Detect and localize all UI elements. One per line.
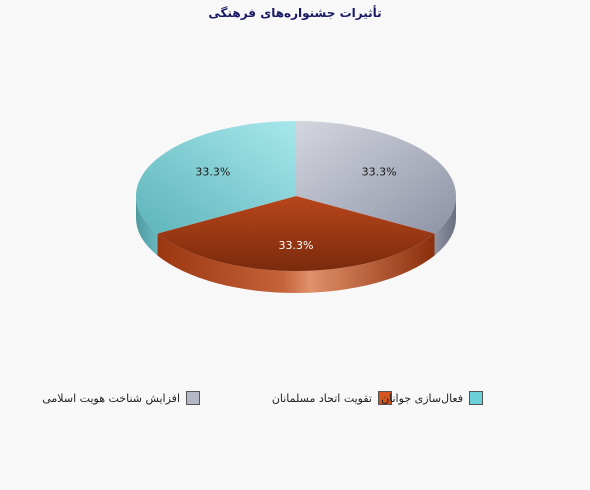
legend-swatch-0 bbox=[186, 391, 200, 405]
legend-label-2: فعال‌سازی جوانان bbox=[381, 391, 463, 405]
legend-label-1: تقویت اتحاد مسلمانان bbox=[271, 391, 372, 405]
chart-title: تأثیرات جشنواره‌های فرهنگی bbox=[208, 6, 382, 20]
legend-item-1: تقویت اتحاد مسلمانان bbox=[272, 388, 392, 408]
legend-swatch-2 bbox=[469, 391, 483, 405]
pie-side-0 bbox=[434, 196, 457, 256]
legend: افزایش شناخت هویت اسلامی تقویت اتحاد مسل… bbox=[0, 388, 590, 408]
pie-slice-2[interactable] bbox=[135, 121, 296, 234]
legend-item-0: افزایش شناخت هویت اسلامی bbox=[42, 388, 200, 408]
pie-side-2 bbox=[136, 196, 158, 256]
legend-item-2: فعال‌سازی جوانان bbox=[381, 388, 483, 408]
pie-side-1 bbox=[157, 233, 435, 293]
legend-swatch-1 bbox=[378, 391, 392, 405]
pie-slice-1[interactable] bbox=[157, 196, 435, 271]
slice-label-2: 33.3% bbox=[195, 166, 230, 179]
pie-slice-0[interactable] bbox=[296, 121, 456, 234]
slice-label-0: 33.3% bbox=[362, 166, 397, 179]
legend-label-0: افزایش شناخت هویت اسلامی bbox=[42, 391, 180, 405]
slice-label-1: 33.3% bbox=[279, 239, 314, 252]
